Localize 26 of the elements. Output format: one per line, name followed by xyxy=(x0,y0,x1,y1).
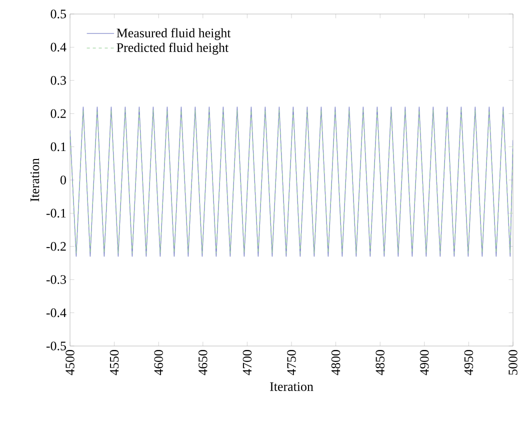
x-tick-label: 4750 xyxy=(287,350,296,376)
x-tick-label: 4950 xyxy=(464,350,474,376)
x-tick-label: 4900 xyxy=(420,350,429,376)
y-tick-label: 0.1 xyxy=(50,142,66,152)
x-tick-label: 4700 xyxy=(242,350,252,376)
y-axis-title: Iteration xyxy=(30,158,40,202)
y-tick-label: -0.2 xyxy=(46,242,66,251)
y-tick-label: -0.4 xyxy=(46,308,66,318)
x-tick-label: 4600 xyxy=(154,350,163,376)
x-tick-label: 4800 xyxy=(331,350,340,376)
x-tick-label: 4550 xyxy=(110,350,119,376)
x-tick-label: 4500 xyxy=(66,350,74,376)
x-tick-label: 4650 xyxy=(198,350,208,376)
y-tick-label: 0 xyxy=(60,176,66,184)
y-tick-label: -0.1 xyxy=(46,208,66,218)
legend-label: Measured fluid height xyxy=(116,28,231,40)
y-tick-label: 0.3 xyxy=(50,76,66,85)
y-tick-label: -0.5 xyxy=(46,342,66,350)
legend-label: Predicted fluid height xyxy=(116,42,229,55)
y-tick-label: 0.5 xyxy=(50,10,66,18)
y-tick-label: -0.3 xyxy=(46,275,66,284)
x-tick-label: 4850 xyxy=(376,350,384,376)
x-tick-label: 5000 xyxy=(508,350,518,375)
y-tick-label: 0.4 xyxy=(50,42,66,52)
y-tick-label: 0.2 xyxy=(50,109,66,118)
x-axis-title: Iteration xyxy=(270,382,314,391)
